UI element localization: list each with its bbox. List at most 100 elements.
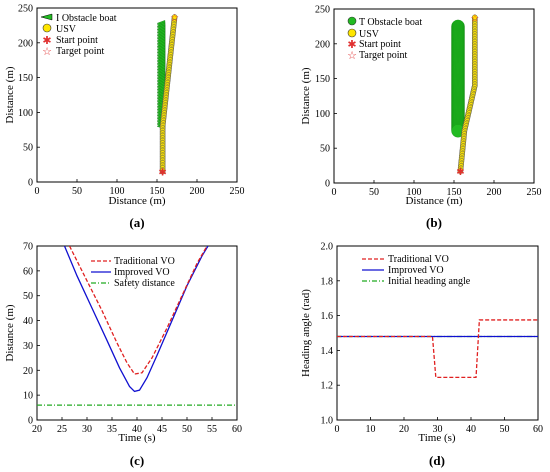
y-tick-label-b-2: 100 — [315, 109, 330, 120]
target-point-b: ☆ — [470, 13, 479, 24]
y-tick-label-d-5: 2.0 — [321, 242, 334, 253]
x-tick-label-d-3: 30 — [433, 424, 443, 435]
x-tick-label-c-1: 25 — [57, 424, 67, 435]
y-tick-label-c-1: 10 — [23, 391, 33, 402]
legend-start-symbol-a: ✱ — [42, 35, 51, 47]
series-line-traditional-vo-c — [68, 246, 208, 375]
x-tick-label-b-5: 250 — [527, 187, 542, 198]
x-tick-label-b-2: 100 — [407, 187, 422, 198]
y-tick-label-d-0: 1.0 — [321, 416, 334, 427]
x-tick-label-b-3: 150 — [447, 187, 462, 198]
legend-entry-improved-c: Improved VO — [114, 267, 170, 278]
plot-content-c — [37, 246, 237, 406]
ticks-c: 20 25 30 35 40 45 50 55 60 0 10 20 30 40 50 60 70 — [23, 242, 242, 436]
panel-label-a: (a) — [129, 215, 144, 230]
legend-entry-obstacle-b: T Obstacle boat — [359, 17, 422, 28]
legend-entry-traditional-d: Traditional VO — [388, 254, 449, 265]
x-axis-label-a: Distance (m) — [108, 195, 165, 207]
x-tick-label-a-5: 250 — [230, 186, 245, 197]
legend-usv-symbol-a — [42, 23, 52, 33]
legend-entry-start-a: Start point — [56, 35, 98, 46]
legend-c: Traditional VO Improved VO Safety distan… — [91, 256, 175, 289]
y-axis-label-b: Distance (m) — [300, 67, 312, 124]
panel-d: 0 10 20 30 40 50 60 1.0 1.2 1.4 1.6 1.8 2.0 Time (s)… — [300, 242, 543, 469]
legend-obstacle-symbol-a — [40, 13, 53, 21]
legend-d: Traditional VO Improved VO Initial headi… — [362, 254, 471, 287]
x-tick-label-b-4: 200 — [487, 187, 502, 198]
legend-a: I Obstacle boat USV ✱ Start point ☆ Targ… — [40, 13, 117, 58]
x-tick-label-c-2: 30 — [82, 424, 92, 435]
x-axis-label-b: Distance (m) — [405, 195, 462, 207]
target-point-a: ☆ — [170, 13, 179, 24]
y-tick-label-b-4: 200 — [315, 39, 330, 50]
x-tick-label-d-1: 10 — [366, 424, 376, 435]
y-axis-label-d: Heading angle (rad) — [300, 289, 312, 377]
legend-start-symbol-b: ✱ — [347, 39, 356, 51]
ticks-d: 0 10 20 30 40 50 60 1.0 1.2 1.4 1.6 1.8 2.0 — [321, 242, 544, 436]
legend-entry-target-a: Target point — [56, 46, 104, 57]
start-point-b: ✱ — [456, 167, 464, 178]
y-tick-label-c-2: 20 — [23, 366, 33, 377]
usv-marker-a-93 — [171, 14, 178, 20]
y-tick-label-a-5: 250 — [18, 4, 33, 15]
x-axis-label-d: Time (s) — [418, 432, 456, 444]
x-tick-label-c-7: 55 — [207, 424, 217, 435]
x-tick-label-c-0: 20 — [32, 424, 42, 435]
panel-c: 20 25 30 35 40 45 50 55 60 0 10 20 30 40 50 60 70 Time (… — [4, 242, 242, 469]
legend-target-symbol-b: ☆ — [347, 50, 357, 62]
legend-entry-safety-c: Safety distance — [114, 278, 175, 289]
y-tick-label-c-6: 60 — [23, 266, 33, 277]
y-tick-label-a-0: 0 — [28, 178, 33, 189]
legend-entry-improved-d: Improved VO — [388, 265, 444, 276]
x-tick-label-d-4: 40 — [466, 424, 476, 435]
legend-usv-symbol-b — [347, 28, 357, 38]
panel-label-b: (b) — [426, 215, 442, 230]
y-tick-label-c-5: 50 — [23, 291, 33, 302]
x-tick-label-b-1: 50 — [369, 187, 379, 198]
legend-b: T Obstacle boat USV ✱ Start point ☆ Targ… — [347, 16, 422, 62]
legend-entry-initial-d: Initial heading angle — [388, 276, 471, 287]
y-tick-label-c-7: 70 — [23, 242, 33, 253]
x-tick-label-a-1: 50 — [72, 186, 82, 197]
x-tick-label-b-0: 0 — [332, 187, 337, 198]
y-tick-label-c-3: 30 — [23, 341, 33, 352]
legend-entry-traditional-c: Traditional VO — [114, 256, 175, 267]
panel-label-c: (c) — [130, 453, 144, 468]
start-point-a: ✱ — [158, 168, 166, 179]
ticks-a: 0 50 100 150 200 250 0 50 100 150 200 250 — [18, 4, 245, 198]
plot-content-d — [337, 319, 538, 379]
y-tick-label-b-3: 150 — [315, 74, 330, 85]
legend-entry-target-b: Target point — [359, 50, 407, 61]
y-axis-label-a: Distance (m) — [4, 66, 16, 123]
usv-marker-b-93 — [471, 14, 478, 21]
x-tick-label-a-2: 100 — [110, 186, 125, 197]
x-axis-label-c: Time (s) — [118, 432, 156, 444]
x-tick-label-c-4: 40 — [132, 424, 142, 435]
x-tick-label-a-4: 200 — [190, 186, 205, 197]
legend-entry-obstacle-a: I Obstacle boat — [56, 13, 117, 24]
y-tick-label-d-2: 1.4 — [321, 346, 334, 357]
x-tick-label-c-6: 50 — [182, 424, 192, 435]
legend-entry-usv-a: USV — [56, 24, 77, 35]
x-tick-label-d-6: 60 — [533, 424, 543, 435]
y-axis-label-c: Distance (m) — [4, 304, 16, 361]
plot-frame-b — [333, 8, 535, 184]
y-tick-label-a-1: 50 — [23, 143, 33, 154]
legend-obstacle-symbol-b — [347, 16, 357, 26]
y-tick-label-a-3: 150 — [18, 73, 33, 84]
panel-label-d: (d) — [429, 453, 445, 468]
y-tick-label-b-1: 50 — [320, 144, 330, 155]
legend-entry-usv-b: USV — [359, 29, 380, 40]
x-tick-label-d-0: 0 — [335, 424, 340, 435]
y-tick-label-a-4: 200 — [18, 38, 33, 49]
y-tick-label-d-3: 1.6 — [321, 311, 334, 322]
y-tick-label-d-1: 1.2 — [321, 381, 334, 392]
legend-target-symbol-a: ☆ — [42, 46, 52, 58]
plot-frame-a — [36, 7, 238, 183]
y-tick-label-c-0: 0 — [28, 416, 33, 427]
x-tick-label-a-3: 150 — [150, 186, 165, 197]
x-tick-label-c-3: 35 — [107, 424, 117, 435]
